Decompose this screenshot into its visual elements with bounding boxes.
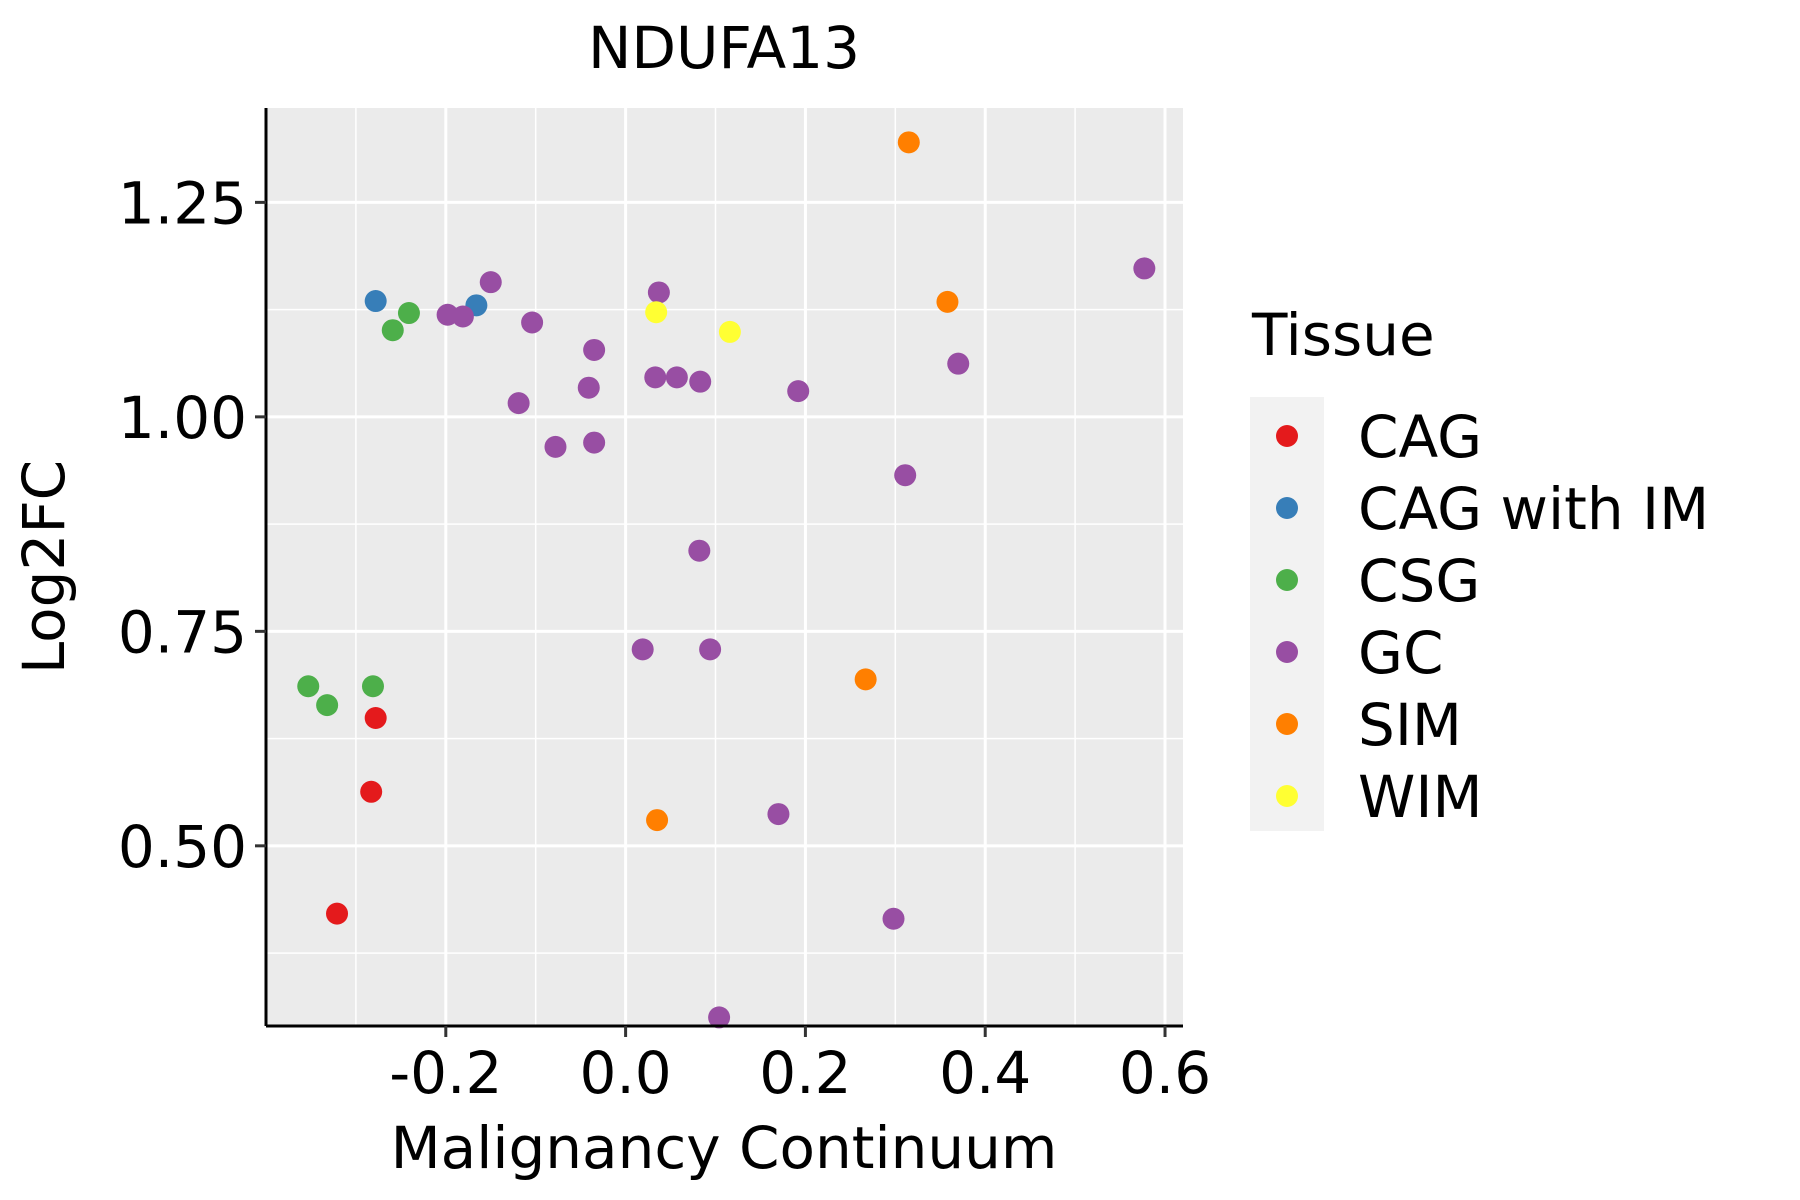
data-point-sim bbox=[854, 668, 877, 691]
legend-label-gc: GC bbox=[1358, 619, 1443, 687]
data-point-gc bbox=[689, 370, 712, 393]
x-axis-label: Malignancy Continuum bbox=[391, 1114, 1058, 1182]
data-point-gc bbox=[583, 431, 606, 454]
data-point-gc bbox=[631, 638, 654, 661]
y-tick-label: 1.00 bbox=[118, 384, 247, 452]
legend-label-cag: CAG bbox=[1358, 403, 1482, 471]
data-point-gc bbox=[544, 435, 567, 458]
data-point-cag-with-im bbox=[364, 290, 387, 313]
data-point-gc bbox=[688, 539, 711, 562]
data-point-csg bbox=[316, 694, 339, 717]
data-point-gc bbox=[479, 271, 502, 294]
data-point-wim bbox=[718, 320, 741, 343]
data-point-gc bbox=[521, 311, 544, 334]
y-tick-label: 0.50 bbox=[118, 813, 247, 881]
data-point-gc bbox=[787, 380, 810, 403]
legend-key-wim bbox=[1276, 785, 1298, 807]
data-point-gc bbox=[583, 338, 606, 361]
legend-key-cag bbox=[1276, 425, 1298, 447]
major-grid bbox=[266, 108, 1183, 1026]
legend-label-cag-with-im: CAG with IM bbox=[1358, 475, 1709, 543]
data-point-gc bbox=[767, 803, 790, 826]
legend-label-sim: SIM bbox=[1358, 691, 1462, 759]
legend-key-sim bbox=[1276, 713, 1298, 735]
data-point-gc bbox=[882, 907, 905, 930]
data-point-gc bbox=[647, 281, 670, 304]
y-axis-ticks: 0.50 0.75 1.00 1.25 bbox=[118, 169, 266, 881]
legend-key-background bbox=[1250, 397, 1324, 831]
data-point-gc bbox=[1133, 257, 1156, 280]
data-points bbox=[297, 131, 1156, 1029]
y-tick-label: 0.75 bbox=[118, 598, 247, 666]
y-axis-label: Log2FC bbox=[10, 460, 78, 674]
plot-panel bbox=[266, 108, 1183, 1026]
x-tick-label: 0.6 bbox=[1119, 1039, 1211, 1107]
y-tick-label: 1.25 bbox=[118, 169, 247, 237]
minor-grid bbox=[266, 108, 1183, 1026]
data-point-gc bbox=[644, 366, 667, 389]
legend-label-csg: CSG bbox=[1358, 547, 1480, 615]
data-point-gc bbox=[577, 376, 600, 399]
x-tick-label: -0.2 bbox=[389, 1039, 502, 1107]
legend-key-csg bbox=[1276, 569, 1298, 591]
data-point-wim bbox=[645, 301, 668, 324]
data-point-csg bbox=[297, 675, 320, 698]
data-point-csg bbox=[381, 319, 404, 342]
data-point-csg bbox=[361, 675, 384, 698]
data-point-gc bbox=[507, 392, 530, 415]
x-axis-ticks: -0.2 0.0 0.2 0.4 0.6 bbox=[389, 1026, 1211, 1107]
legend-label-wim: WIM bbox=[1358, 763, 1483, 831]
data-point-gc bbox=[894, 464, 917, 487]
x-tick-label: 0.2 bbox=[759, 1039, 851, 1107]
x-tick-label: 0.0 bbox=[579, 1039, 671, 1107]
data-point-cag bbox=[360, 780, 383, 803]
legend-key-gc bbox=[1276, 641, 1298, 663]
data-point-cag bbox=[326, 902, 349, 925]
data-point-sim bbox=[646, 809, 669, 832]
x-tick-label: 0.4 bbox=[939, 1039, 1031, 1107]
data-point-gc bbox=[708, 1006, 731, 1029]
data-point-gc bbox=[947, 352, 970, 375]
legend-key-cag-with-im bbox=[1276, 497, 1298, 519]
data-point-sim bbox=[897, 131, 920, 154]
legend-title: Tissue bbox=[1251, 301, 1435, 369]
chart-title: NDUFA13 bbox=[588, 14, 860, 82]
data-point-csg bbox=[397, 302, 420, 325]
data-point-gc bbox=[699, 638, 722, 661]
data-point-cag bbox=[364, 706, 387, 729]
data-point-gc bbox=[665, 366, 688, 389]
data-point-sim bbox=[936, 290, 959, 313]
data-point-gc bbox=[451, 305, 474, 328]
